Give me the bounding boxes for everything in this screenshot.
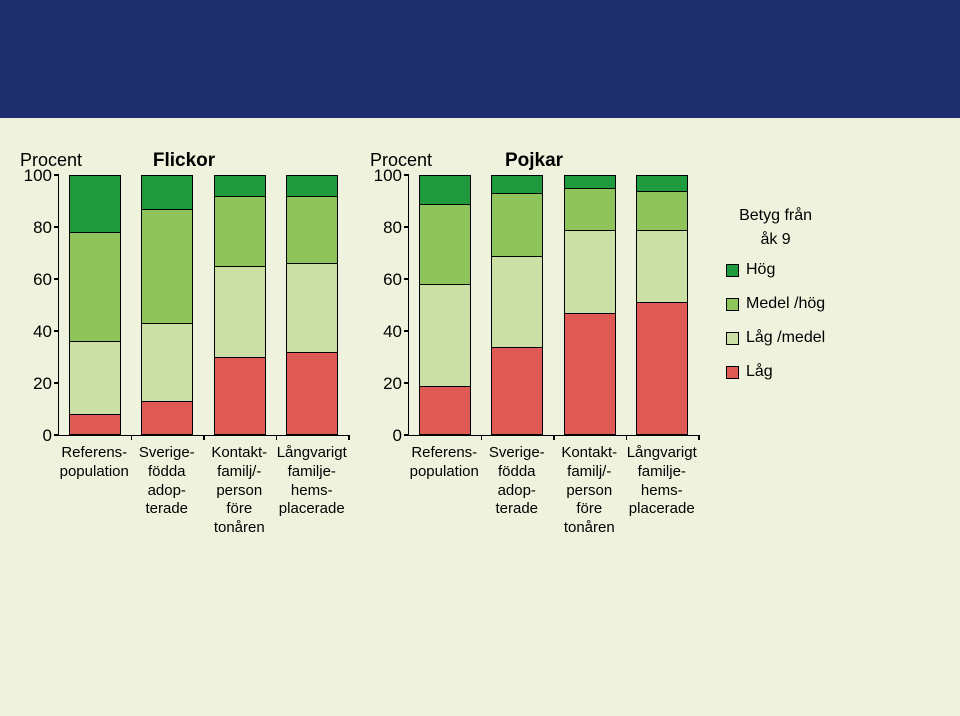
bar-segment-lag_medel <box>564 230 616 313</box>
legend-label: Låg /medel <box>746 326 825 350</box>
chart-title: Pojkar <box>370 150 698 172</box>
bar-segment-lag_medel <box>214 266 266 357</box>
legend-item: Låg <box>726 360 825 384</box>
bar <box>69 175 121 435</box>
bar <box>286 175 338 435</box>
bar <box>419 175 471 435</box>
bar <box>214 175 266 435</box>
x-axis-labels: Referens- populationSverige- födda adop-… <box>408 444 698 538</box>
x-tick-mark <box>348 435 350 440</box>
chart-page: ProcentFlickor100806040200Referens- popu… <box>0 0 960 716</box>
x-tick-label: Långvarigt familje- hems- placerade <box>276 444 349 538</box>
bar <box>564 175 616 435</box>
legend-label: Låg <box>746 360 773 384</box>
x-tick-label: Sverige- födda adop- terade <box>131 444 204 538</box>
bar-segment-hog <box>636 175 688 191</box>
x-tick-label: Kontakt- familj/- person före tonåren <box>553 444 626 538</box>
chart-body: 100806040200 <box>20 176 348 436</box>
y-tick-mark <box>54 330 59 332</box>
bar-segment-lag <box>286 352 338 435</box>
bar <box>491 175 543 435</box>
y-tick-mark <box>404 278 409 280</box>
bar-segment-medel_hog <box>491 193 543 255</box>
x-tick-mark <box>698 435 700 440</box>
legend-swatch <box>726 298 739 311</box>
y-tick-mark <box>54 278 59 280</box>
y-tick-mark <box>54 382 59 384</box>
charts-row: ProcentFlickor100806040200Referens- popu… <box>20 150 940 538</box>
y-tick-mark <box>404 382 409 384</box>
bar-segment-medel_hog <box>636 191 688 230</box>
bar-segment-lag <box>419 386 471 435</box>
chart-header: ProcentPojkar <box>370 150 698 176</box>
bar-segment-lag_medel <box>69 341 121 414</box>
bar-segment-hog <box>286 175 338 196</box>
x-tick-mark <box>276 435 278 440</box>
y-tick-mark <box>54 174 59 176</box>
bar-segment-lag <box>214 357 266 435</box>
bar-segment-hog <box>141 175 193 209</box>
x-tick-label: Referens- population <box>58 444 131 538</box>
legend: Betyg från åk 9 Hög Medel /hög Låg /medel Lå… <box>726 204 825 394</box>
y-tick-mark <box>404 434 409 436</box>
bar-segment-lag <box>69 414 121 435</box>
x-tick-mark <box>203 435 205 440</box>
legend-item: Låg /medel <box>726 326 825 350</box>
chart-1: ProcentPojkar100806040200Referens- popul… <box>370 150 698 538</box>
bar-segment-medel_hog <box>69 232 121 341</box>
x-tick-mark <box>131 435 133 440</box>
bar-segment-hog <box>419 175 471 204</box>
y-tick-mark <box>404 226 409 228</box>
bar-segment-medel_hog <box>564 188 616 230</box>
x-tick-label: Kontakt- familj/- person före tonåren <box>203 444 276 538</box>
x-tick-mark <box>553 435 555 440</box>
legend-label: Hög <box>746 258 775 282</box>
bar-segment-medel_hog <box>141 209 193 323</box>
x-tick-mark <box>626 435 628 440</box>
plot-area <box>58 176 348 436</box>
y-axis: 100806040200 <box>20 176 58 436</box>
chart-0: ProcentFlickor100806040200Referens- popu… <box>20 150 348 538</box>
x-tick-label: Långvarigt familje- hems- placerade <box>626 444 699 538</box>
x-tick-mark <box>481 435 483 440</box>
bar-segment-lag <box>564 313 616 435</box>
bar-segment-medel_hog <box>419 204 471 285</box>
bar-segment-lag_medel <box>141 323 193 401</box>
x-tick-label: Referens- population <box>408 444 481 538</box>
legend-swatch <box>726 366 739 379</box>
legend-title: Betyg från åk 9 <box>726 204 825 252</box>
legend-swatch <box>726 264 739 277</box>
bar-segment-lag <box>141 401 193 435</box>
x-tick-label: Sverige- födda adop- terade <box>481 444 554 538</box>
bar-segment-hog <box>214 175 266 196</box>
y-tick-mark <box>404 174 409 176</box>
plot-area <box>408 176 698 436</box>
bar-segment-lag_medel <box>636 230 688 303</box>
bar-segment-lag_medel <box>419 284 471 385</box>
legend-swatch <box>726 332 739 345</box>
bar-segment-hog <box>69 175 121 232</box>
bar <box>141 175 193 435</box>
bar-segment-lag <box>491 347 543 435</box>
x-axis-labels: Referens- populationSverige- födda adop-… <box>58 444 348 538</box>
chart-title: Flickor <box>20 150 348 172</box>
bar-segment-medel_hog <box>214 196 266 266</box>
y-tick-mark <box>54 434 59 436</box>
bar-segment-hog <box>564 175 616 188</box>
y-tick-mark <box>404 330 409 332</box>
chart-body: 100806040200 <box>370 176 698 436</box>
y-axis: 100806040200 <box>370 176 408 436</box>
legend-item: Medel /hög <box>726 292 825 316</box>
bar-segment-hog <box>491 175 543 193</box>
legend-item: Hög <box>726 258 825 282</box>
chart-header: ProcentFlickor <box>20 150 348 176</box>
legend-label: Medel /hög <box>746 292 825 316</box>
bar-segment-lag_medel <box>286 263 338 351</box>
bar-segment-lag_medel <box>491 256 543 347</box>
bar <box>636 175 688 435</box>
bar-segment-lag <box>636 302 688 435</box>
bar-segment-medel_hog <box>286 196 338 264</box>
header-band <box>0 0 960 118</box>
y-tick-mark <box>54 226 59 228</box>
